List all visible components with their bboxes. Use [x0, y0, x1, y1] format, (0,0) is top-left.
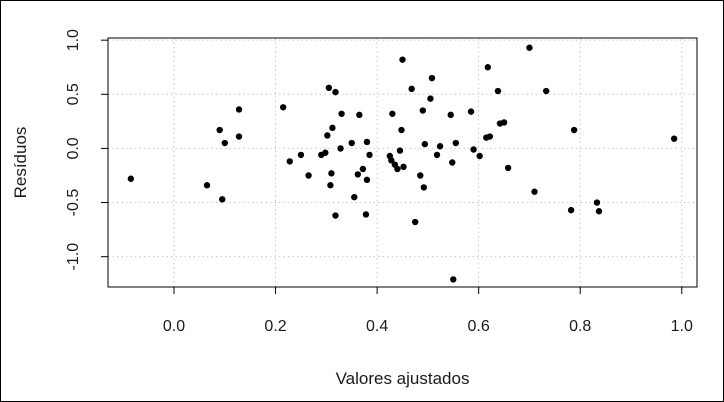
data-point-32 [388, 157, 395, 164]
data-point-24 [354, 171, 362, 178]
y-tick-label: 0.5 [65, 83, 82, 105]
data-point-47 [428, 74, 436, 82]
data-point-37 [398, 126, 405, 134]
y-axis: -1.0 -0.5 0.0 0.5 1.0 [65, 29, 108, 271]
data-point-35 [394, 165, 401, 173]
x-tick-label: 1.0 [671, 318, 693, 335]
data-point-39 [400, 163, 407, 171]
data-point-45 [421, 140, 429, 148]
data-point-42 [417, 172, 424, 179]
data-point-36 [396, 147, 404, 154]
data-point-55 [470, 146, 477, 153]
data-point-52 [450, 276, 457, 283]
data-point-28 [363, 176, 371, 184]
data-point-46 [427, 95, 434, 102]
data-point-1 [203, 182, 211, 189]
data-point-25 [356, 111, 363, 119]
data-point-56 [476, 152, 483, 160]
y-tick-label: -1.0 [65, 243, 82, 271]
data-point-0 [127, 175, 135, 182]
data-point-58 [484, 64, 492, 71]
data-point-67 [567, 206, 575, 214]
data-point-7 [279, 104, 287, 111]
data-point-3 [219, 196, 226, 203]
data-point-26 [359, 165, 367, 173]
x-axis-title: Valores ajustados [336, 369, 470, 388]
data-point-14 [325, 84, 333, 92]
data-point-48 [433, 151, 441, 159]
data-point-6 [235, 133, 243, 140]
data-point-59 [486, 133, 494, 140]
data-point-64 [526, 44, 533, 51]
data-point-13 [324, 132, 331, 139]
y-tick-label: 0.0 [65, 137, 82, 159]
data-point-9 [297, 151, 305, 159]
data-point-50 [447, 111, 454, 119]
data-point-2 [216, 126, 223, 134]
x-tick-label: 0.2 [264, 318, 286, 335]
data-point-40 [408, 85, 415, 93]
data-point-23 [351, 193, 358, 201]
data-point-16 [328, 170, 335, 177]
data-points [127, 44, 678, 283]
x-tick-label: 0.0 [163, 318, 185, 335]
data-point-62 [500, 119, 508, 126]
data-point-44 [420, 184, 428, 191]
plot-box [107, 37, 698, 288]
data-point-8 [286, 158, 293, 165]
data-point-5 [235, 106, 243, 113]
data-point-53 [452, 139, 460, 147]
x-tick-label: 0.8 [569, 318, 591, 335]
data-point-19 [332, 88, 339, 96]
data-point-29 [363, 138, 371, 146]
data-point-27 [362, 211, 370, 218]
data-point-4 [221, 139, 228, 147]
y-tick-label: -0.5 [65, 189, 82, 217]
data-point-33 [389, 110, 396, 117]
data-point-54 [467, 108, 475, 115]
data-point-60 [494, 87, 502, 95]
data-point-68 [570, 126, 578, 134]
y-tick-label: 1.0 [65, 29, 82, 51]
x-axis: 0.0 0.2 0.4 0.6 0.8 1.0 [163, 287, 693, 335]
data-point-38 [399, 56, 406, 63]
data-point-15 [327, 182, 334, 189]
data-point-17 [329, 124, 336, 132]
data-point-10 [305, 172, 312, 179]
data-point-18 [332, 212, 339, 219]
x-tick-label: 0.6 [468, 318, 490, 335]
data-point-51 [449, 159, 456, 166]
data-point-49 [436, 143, 444, 150]
data-point-66 [542, 87, 550, 95]
data-point-43 [419, 107, 427, 114]
y-axis-title: Resíduos [11, 127, 30, 199]
data-point-41 [411, 218, 419, 226]
grid [108, 38, 697, 287]
data-point-65 [531, 188, 538, 195]
data-point-22 [348, 139, 355, 147]
data-point-70 [595, 208, 603, 215]
data-point-12 [322, 149, 329, 156]
data-point-20 [337, 145, 344, 152]
data-point-21 [338, 110, 345, 117]
data-point-30 [366, 151, 373, 159]
data-point-71 [670, 135, 678, 142]
x-tick-label: 0.4 [366, 318, 388, 335]
data-point-63 [504, 164, 512, 172]
data-point-69 [593, 199, 601, 206]
